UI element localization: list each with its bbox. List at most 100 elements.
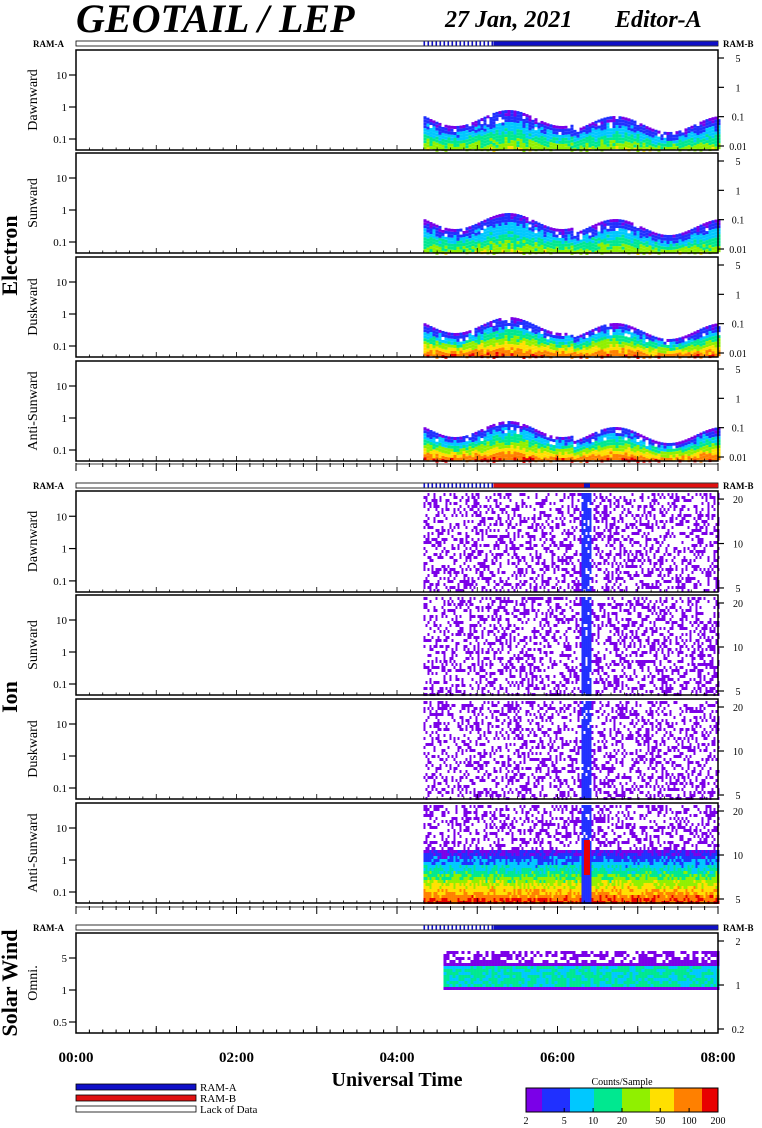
cell [687,245,691,249]
cell [515,553,518,556]
cell [609,427,613,431]
cell [624,132,628,136]
cell [486,438,490,442]
cell [438,122,442,126]
cell [627,432,631,436]
cell [672,243,676,247]
cell [651,134,655,138]
cell [531,454,535,458]
cell [569,520,572,523]
cell [519,141,523,145]
cell [621,329,625,333]
cell [708,450,712,454]
cell [555,234,559,238]
cell [429,237,433,241]
cell [630,344,634,348]
cell [588,132,592,136]
cell [543,571,546,574]
cell [645,458,649,462]
cell [594,437,598,441]
cell [585,248,589,252]
cell [711,458,715,462]
cell [657,450,661,454]
cell [537,350,541,354]
cell [495,141,499,145]
cell [615,240,619,244]
cell [579,541,582,544]
cell [543,514,546,517]
cell [429,451,433,455]
cell [564,341,568,345]
cell [501,140,505,144]
cell [693,248,697,252]
cell [495,117,499,121]
cell [461,541,464,544]
cell [477,249,481,253]
cell [543,442,547,446]
cell [600,248,604,252]
cell [441,511,444,514]
cell [489,132,493,136]
cell [459,457,463,461]
cell [513,222,517,226]
cell [672,146,676,150]
cell [450,128,454,132]
cell [529,535,532,538]
cell [582,244,586,248]
cell [429,526,432,529]
cell [441,440,445,444]
cell [597,454,601,458]
cell [642,142,646,146]
left-tick-label: 10 [56,381,68,393]
cell [690,353,694,357]
cell [477,538,480,541]
cell [432,138,436,142]
cell [525,132,529,136]
cell [559,559,562,562]
cell [499,523,502,526]
cell [541,535,544,538]
cell [555,442,559,446]
cell [699,136,703,140]
cell [612,445,616,449]
cell [651,246,655,250]
cell [475,529,478,532]
cell [492,432,496,436]
cell [522,127,526,131]
cell [468,342,472,346]
cell [573,455,577,459]
cell [540,241,544,245]
cell [432,235,436,239]
cell [597,146,601,150]
cell [438,225,442,229]
cell [441,339,445,343]
cell [437,511,440,514]
cell [444,340,448,344]
cell [541,529,544,532]
cell [433,553,436,556]
cell [618,353,622,357]
cell [618,231,622,235]
cell [505,520,508,523]
cell [545,532,548,535]
cell [513,350,517,354]
cell [501,436,505,440]
cell [444,142,448,146]
cell [633,126,637,130]
cell [633,235,637,239]
cell [504,231,508,235]
cell [425,577,428,580]
cell [435,248,439,252]
cell [618,122,622,126]
cell [459,341,463,345]
cell [540,339,544,343]
cell [606,433,610,437]
cell [537,454,541,458]
ram-b-label: RAM-B [723,481,754,491]
cell [468,446,472,450]
cell [499,577,502,580]
cell [597,222,601,226]
cell [492,328,496,332]
cell [705,128,709,132]
cell [693,444,697,448]
